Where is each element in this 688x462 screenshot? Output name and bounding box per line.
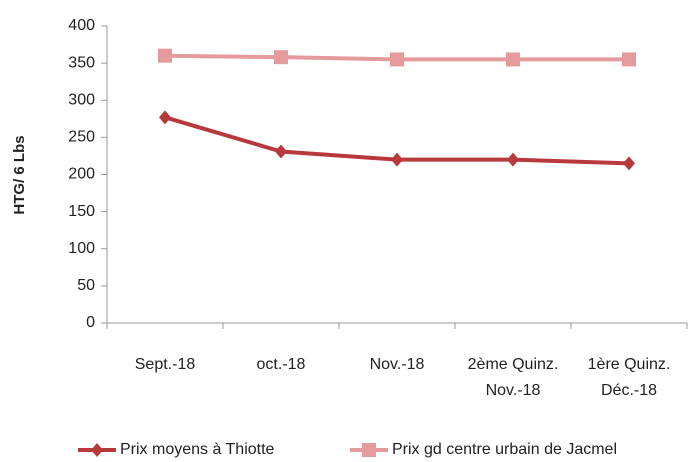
x-tick-label: 2ème Quinz. Nov.-18	[467, 356, 559, 399]
marker	[274, 50, 288, 65]
x-tick-label: 1ère Quinz. Déc.-18	[587, 356, 671, 399]
y-tick-label: 100	[68, 240, 95, 257]
marker	[391, 152, 403, 167]
y-axis-label: HTG/ 6 Lbs	[11, 135, 28, 214]
marker	[91, 443, 103, 457]
marker	[507, 152, 519, 167]
x-tick-label: Nov.-18	[369, 356, 425, 373]
marker	[275, 144, 287, 159]
legend-label: Prix gd centre urbain de Jacmel	[392, 441, 617, 458]
marker	[390, 52, 404, 67]
marker	[506, 52, 520, 67]
y-tick-label: 350	[68, 54, 95, 71]
y-tick-label: 200	[68, 166, 95, 183]
marker	[159, 110, 171, 125]
x-tick-label: oct.-18	[256, 356, 306, 373]
x-tick-label: Sept.-18	[134, 356, 196, 373]
y-tick-label: 150	[68, 203, 95, 220]
marker	[158, 48, 172, 63]
legend-label: Prix moyens à Thiotte	[120, 441, 275, 458]
marker	[622, 52, 636, 67]
y-tick-label: 250	[68, 129, 95, 146]
y-tick-label: 0	[86, 314, 95, 331]
marker	[623, 156, 635, 171]
y-tick-label: 50	[77, 277, 95, 294]
y-tick-label: 300	[68, 91, 95, 108]
marker	[362, 443, 376, 457]
y-tick-label: 400	[68, 17, 95, 34]
